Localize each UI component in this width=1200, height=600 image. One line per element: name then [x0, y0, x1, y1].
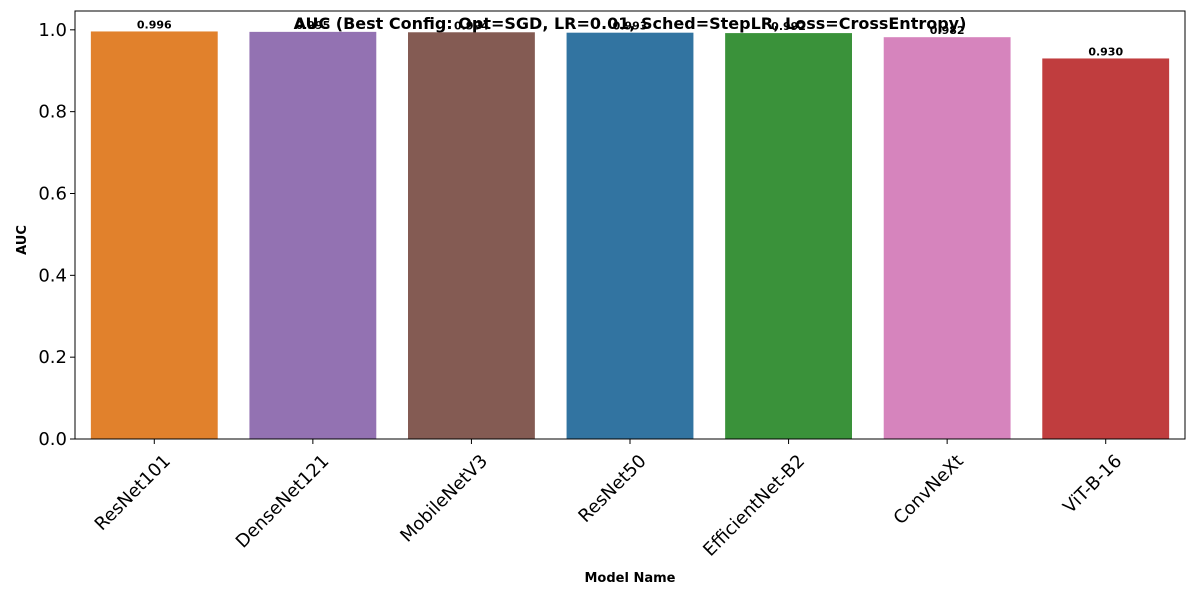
x-tick-label: MobileNetV3: [396, 451, 492, 547]
x-tick-label: ConvNeXt: [890, 451, 968, 529]
data-label: 0.995: [295, 19, 330, 32]
x-tick-label: ResNet101: [91, 451, 175, 535]
data-label: 0.994: [454, 19, 489, 32]
plot-area: 0.0 0.2 0.4 0.6 0.8 1.0 0.996 ResNet101 0.995 Den…: [38, 18, 1170, 561]
bar: [249, 31, 377, 439]
data-label: 0.993: [613, 20, 648, 33]
y-tick-label: 0.6: [38, 183, 67, 204]
x-tick-label: ViT-B-16: [1059, 451, 1126, 518]
y-tick-label: 0.8: [38, 102, 67, 123]
bar: [1042, 58, 1170, 439]
y-tick-label: 0.0: [38, 429, 67, 450]
bar: [883, 37, 1011, 440]
bar: [408, 32, 535, 439]
x-tick-label: DenseNet121: [232, 451, 334, 553]
data-label: 0.930: [1088, 45, 1123, 58]
bar: [566, 32, 694, 439]
x-axis-label: Model Name: [585, 571, 676, 586]
x-tick-label: EfficientNet-B2: [699, 451, 809, 561]
data-label: 0.992: [771, 20, 806, 33]
y-tick-label: 0.4: [38, 265, 67, 286]
bar: [90, 31, 218, 439]
y-tick-label: 0.2: [38, 347, 67, 368]
x-tick-label: ResNet50: [574, 451, 650, 527]
y-tick-label: 1.0: [38, 20, 67, 41]
y-axis-label: AUC: [15, 225, 30, 255]
plot-frame: [74, 10, 1186, 440]
data-label: 0.996: [137, 18, 172, 31]
bar: [725, 33, 852, 439]
chart-title: AUC (Best Config: Opt=SGD, LR=0.01, Sche…: [294, 14, 967, 33]
data-label: 0.982: [930, 24, 965, 37]
